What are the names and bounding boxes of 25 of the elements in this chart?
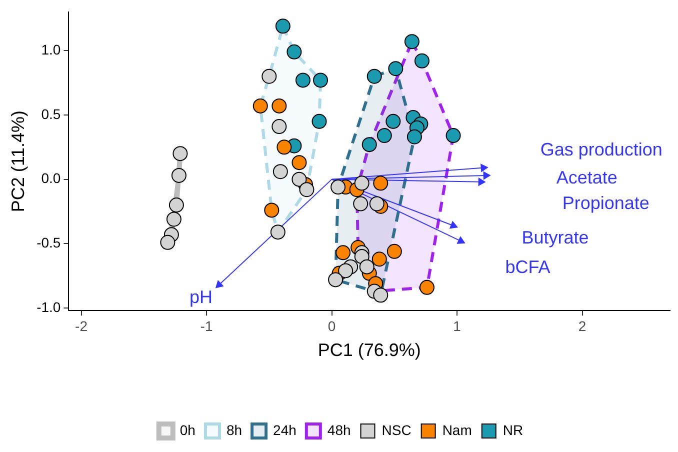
text: Acetate [556, 167, 618, 188]
x-tick-label: -2 [75, 318, 88, 334]
legend-label: NR [502, 422, 524, 438]
legend-label: NSC [382, 422, 412, 438]
x-tick-label: 1 [453, 318, 462, 334]
y-tick-label: 1.0 [41, 41, 61, 58]
x-tick-label: 2 [578, 318, 586, 334]
text: bCFA [505, 257, 550, 278]
legend-label: 0h [180, 422, 196, 438]
y-tick-label: 0.5 [41, 106, 61, 122]
legend-label: 48h [327, 422, 351, 438]
x-tick-label: -1 [200, 318, 213, 334]
y-tick-label: 0.0 [41, 170, 61, 186]
y-tick-label: -1.0 [36, 298, 61, 315]
text: Butyrate [522, 228, 589, 248]
text: Propionate [562, 192, 650, 213]
y-tick-label: -0.5 [36, 234, 61, 251]
y-axis-title: PC2 (11.4%) [8, 110, 28, 212]
x-tick-label: 0 [328, 318, 336, 334]
legend-label: Nam [442, 422, 472, 438]
legend-label: 24h [273, 422, 296, 438]
text: Gas production [540, 140, 662, 160]
x-axis-title: PC1 (76.9%) [318, 340, 421, 360]
legend-label: 8h [226, 422, 242, 438]
series-label: pH [190, 286, 213, 307]
